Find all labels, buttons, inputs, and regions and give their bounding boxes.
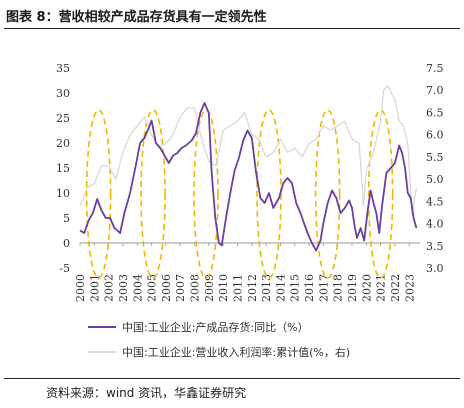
y-right-tick-label: 7.5 (426, 62, 444, 75)
highlight-ellipse (193, 109, 219, 279)
y-right-tick-label: 3.5 (426, 240, 444, 253)
x-tick-label: 2023 (403, 274, 416, 302)
y-left-tick-label: -5 (59, 262, 70, 275)
legend-group: 中国:工业企业:产成品存货:同比（%） 中国:工业企业:营业收入利润率:累计值(%… (88, 320, 350, 359)
highlight-group (85, 109, 394, 279)
x-tick-label: 2008 (189, 274, 202, 302)
profit-margin-line (79, 85, 418, 216)
x-tick-label: 2016 (303, 274, 316, 302)
highlight-ellipse (314, 109, 341, 279)
y-right-tick-label: 7.0 (426, 84, 444, 97)
chart-title: 图表 8：营收相较产成品存货具有一定领先性 (6, 10, 267, 25)
x-tick-label: 2001 (88, 274, 101, 302)
x-tick-label: 2012 (246, 274, 259, 302)
y-right-tick-label: 6.0 (426, 129, 444, 142)
x-tick-label: 2018 (332, 274, 345, 302)
x-tick-label: 2006 (160, 274, 173, 302)
y-left-tick-label: 10 (56, 187, 70, 200)
x-tick-label: 2004 (131, 274, 144, 302)
highlight-ellipse (140, 109, 166, 279)
series-group (79, 85, 418, 252)
x-tick-label: 2003 (117, 274, 130, 302)
x-tick-label: 2015 (289, 274, 302, 302)
x-tick-label: 2010 (217, 274, 230, 302)
y-right-tick-label: 4.5 (426, 195, 444, 208)
legend-label: 中国:工业企业:产成品存货:同比（%） (122, 320, 309, 334)
y-right-tick-label: 5.5 (426, 151, 444, 164)
y-left-tick-label: 30 (56, 87, 70, 100)
y-left-tick-label: 25 (56, 112, 70, 125)
y-right-tick-label: 6.5 (426, 106, 444, 119)
x-tick-label: 2013 (260, 274, 273, 302)
x-tick-label: 2019 (346, 274, 359, 302)
x-tick-label: 2005 (146, 274, 159, 302)
x-tick-label: 2002 (103, 274, 116, 302)
y-left-tick-label: 5 (63, 212, 70, 225)
y-left-tick-label: 0 (63, 237, 70, 250)
x-tick-label: 2021 (375, 274, 388, 302)
y-right-tick-label: 4.0 (426, 218, 444, 231)
x-tick-label: 2014 (274, 274, 287, 302)
x-tick-label: 2000 (74, 274, 87, 302)
y-left-tick-label: 15 (56, 162, 70, 175)
x-tick-label: 2009 (203, 274, 216, 302)
y-right-tick-label: 3.0 (426, 262, 444, 275)
x-tick-label: 2017 (317, 274, 330, 302)
y-left-tick-label: 20 (56, 137, 70, 150)
x-tick-label: 2022 (389, 274, 402, 302)
x-tick-label: 2011 (231, 274, 244, 302)
y-left-tick-label: 35 (56, 62, 70, 75)
source-note: 资料来源：wind 资讯，华鑫证券研究 (46, 386, 247, 400)
highlight-ellipse (367, 109, 394, 279)
y-right-tick-label: 5.0 (426, 173, 444, 186)
x-tick-label: 2020 (360, 274, 373, 302)
bottom-rule (4, 378, 460, 379)
highlight-ellipse (85, 109, 112, 279)
x-tick-label: 2007 (174, 274, 187, 302)
inventory-yoy-line (79, 102, 418, 252)
top-rule (4, 28, 460, 29)
axes-group: -5 0 5 10 15 20 25 30 35 3.0 3.5 4.0 4.5 5.0 5.5 6.0 6.5… (56, 62, 444, 302)
legend-label: 中国:工业企业:营业收入利润率:累计值(%，右) (122, 345, 350, 359)
